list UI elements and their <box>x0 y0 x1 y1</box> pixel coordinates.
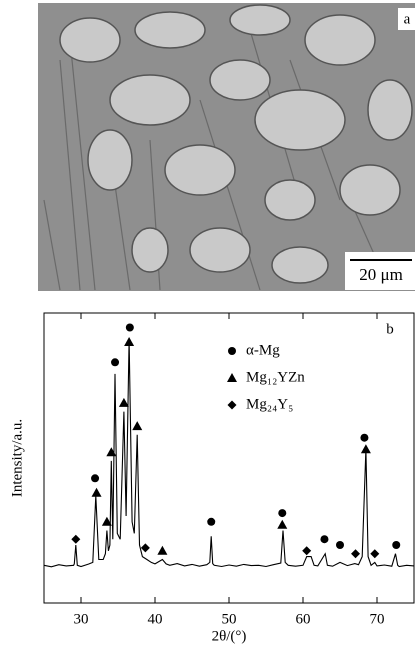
legend-marker <box>227 400 237 410</box>
x-tick-label: 30 <box>74 611 89 627</box>
marker <box>125 323 134 332</box>
marker <box>101 516 112 526</box>
marker <box>277 519 288 529</box>
grains <box>59 4 413 284</box>
marker <box>124 337 135 346</box>
xrd-line <box>43 339 415 568</box>
marker <box>132 421 143 431</box>
y-axis-label: Intensity/a.u. <box>9 419 25 497</box>
x-tick-label: 70 <box>370 611 385 627</box>
x-axis-label: 2θ/(°) <box>212 628 247 644</box>
marker <box>106 447 117 457</box>
scale-box <box>345 252 416 290</box>
legend-marker <box>227 373 237 382</box>
marker <box>91 487 102 497</box>
panel-label: b <box>386 321 394 337</box>
panel-label: a <box>404 11 411 27</box>
marker <box>207 517 216 526</box>
marker <box>392 541 401 549</box>
x-tick-label: 40 <box>148 611 163 627</box>
marker <box>91 474 100 483</box>
marker <box>157 545 168 555</box>
marker <box>71 534 81 544</box>
marker <box>140 543 150 553</box>
marker <box>336 541 344 549</box>
scale-label: 20 μm <box>359 265 403 284</box>
marker <box>118 397 129 407</box>
marker <box>360 444 371 454</box>
x-tick-label: 60 <box>296 611 311 627</box>
marker <box>111 358 120 367</box>
legend-label: Mg₂₄Y₅ <box>246 396 293 412</box>
marker <box>278 509 287 518</box>
micrograph: a 20 μm <box>38 3 416 291</box>
marker <box>370 549 380 559</box>
marker <box>351 549 361 559</box>
marker <box>302 546 312 556</box>
legend-label: Mg₁₂YZn <box>246 369 305 385</box>
marker <box>360 433 369 442</box>
marker <box>320 535 329 544</box>
label-box <box>398 8 416 30</box>
legend-marker <box>228 347 236 355</box>
x-tick-label: 50 <box>222 611 237 627</box>
legend-label: α-Mg <box>246 342 280 358</box>
